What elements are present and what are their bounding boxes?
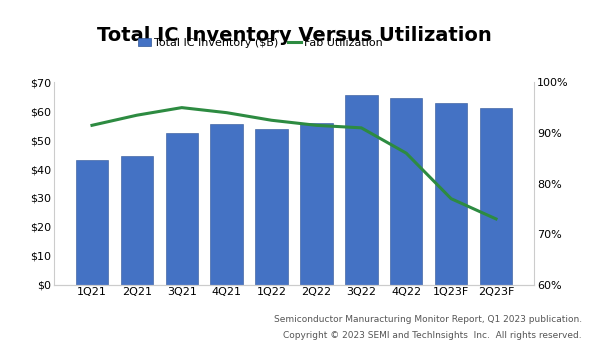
Bar bbox=[256, 129, 288, 285]
Legend: Total IC Inventory ($B), Fab Utilization: Total IC Inventory ($B), Fab Utilization bbox=[133, 33, 388, 52]
Fab Utilization bbox=[223, 110, 230, 115]
Line: Fab Utilization: Fab Utilization bbox=[92, 108, 496, 219]
Text: Copyright © 2023 SEMI and TechInsights  Inc.  All rights reserved.: Copyright © 2023 SEMI and TechInsights I… bbox=[283, 331, 582, 340]
Bar bbox=[121, 156, 153, 285]
Fab Utilization bbox=[313, 123, 320, 127]
Bar bbox=[390, 98, 422, 285]
Title: Total IC Inventory Versus Utilization: Total IC Inventory Versus Utilization bbox=[97, 26, 491, 45]
Fab Utilization bbox=[403, 151, 410, 155]
Fab Utilization bbox=[88, 123, 95, 127]
Bar bbox=[300, 123, 332, 285]
Bar bbox=[76, 161, 108, 285]
Fab Utilization bbox=[448, 197, 455, 201]
Bar bbox=[435, 103, 467, 285]
Bar bbox=[480, 108, 512, 285]
Bar bbox=[166, 133, 198, 285]
Bar bbox=[345, 95, 377, 285]
Fab Utilization bbox=[358, 126, 365, 130]
Fab Utilization bbox=[133, 113, 140, 117]
Fab Utilization bbox=[268, 118, 275, 122]
Fab Utilization bbox=[493, 217, 500, 221]
Fab Utilization bbox=[178, 106, 185, 110]
Text: Semiconductor Manuracturing Monitor Report, Q1 2023 publication.: Semiconductor Manuracturing Monitor Repo… bbox=[274, 315, 582, 324]
Bar bbox=[211, 124, 243, 285]
